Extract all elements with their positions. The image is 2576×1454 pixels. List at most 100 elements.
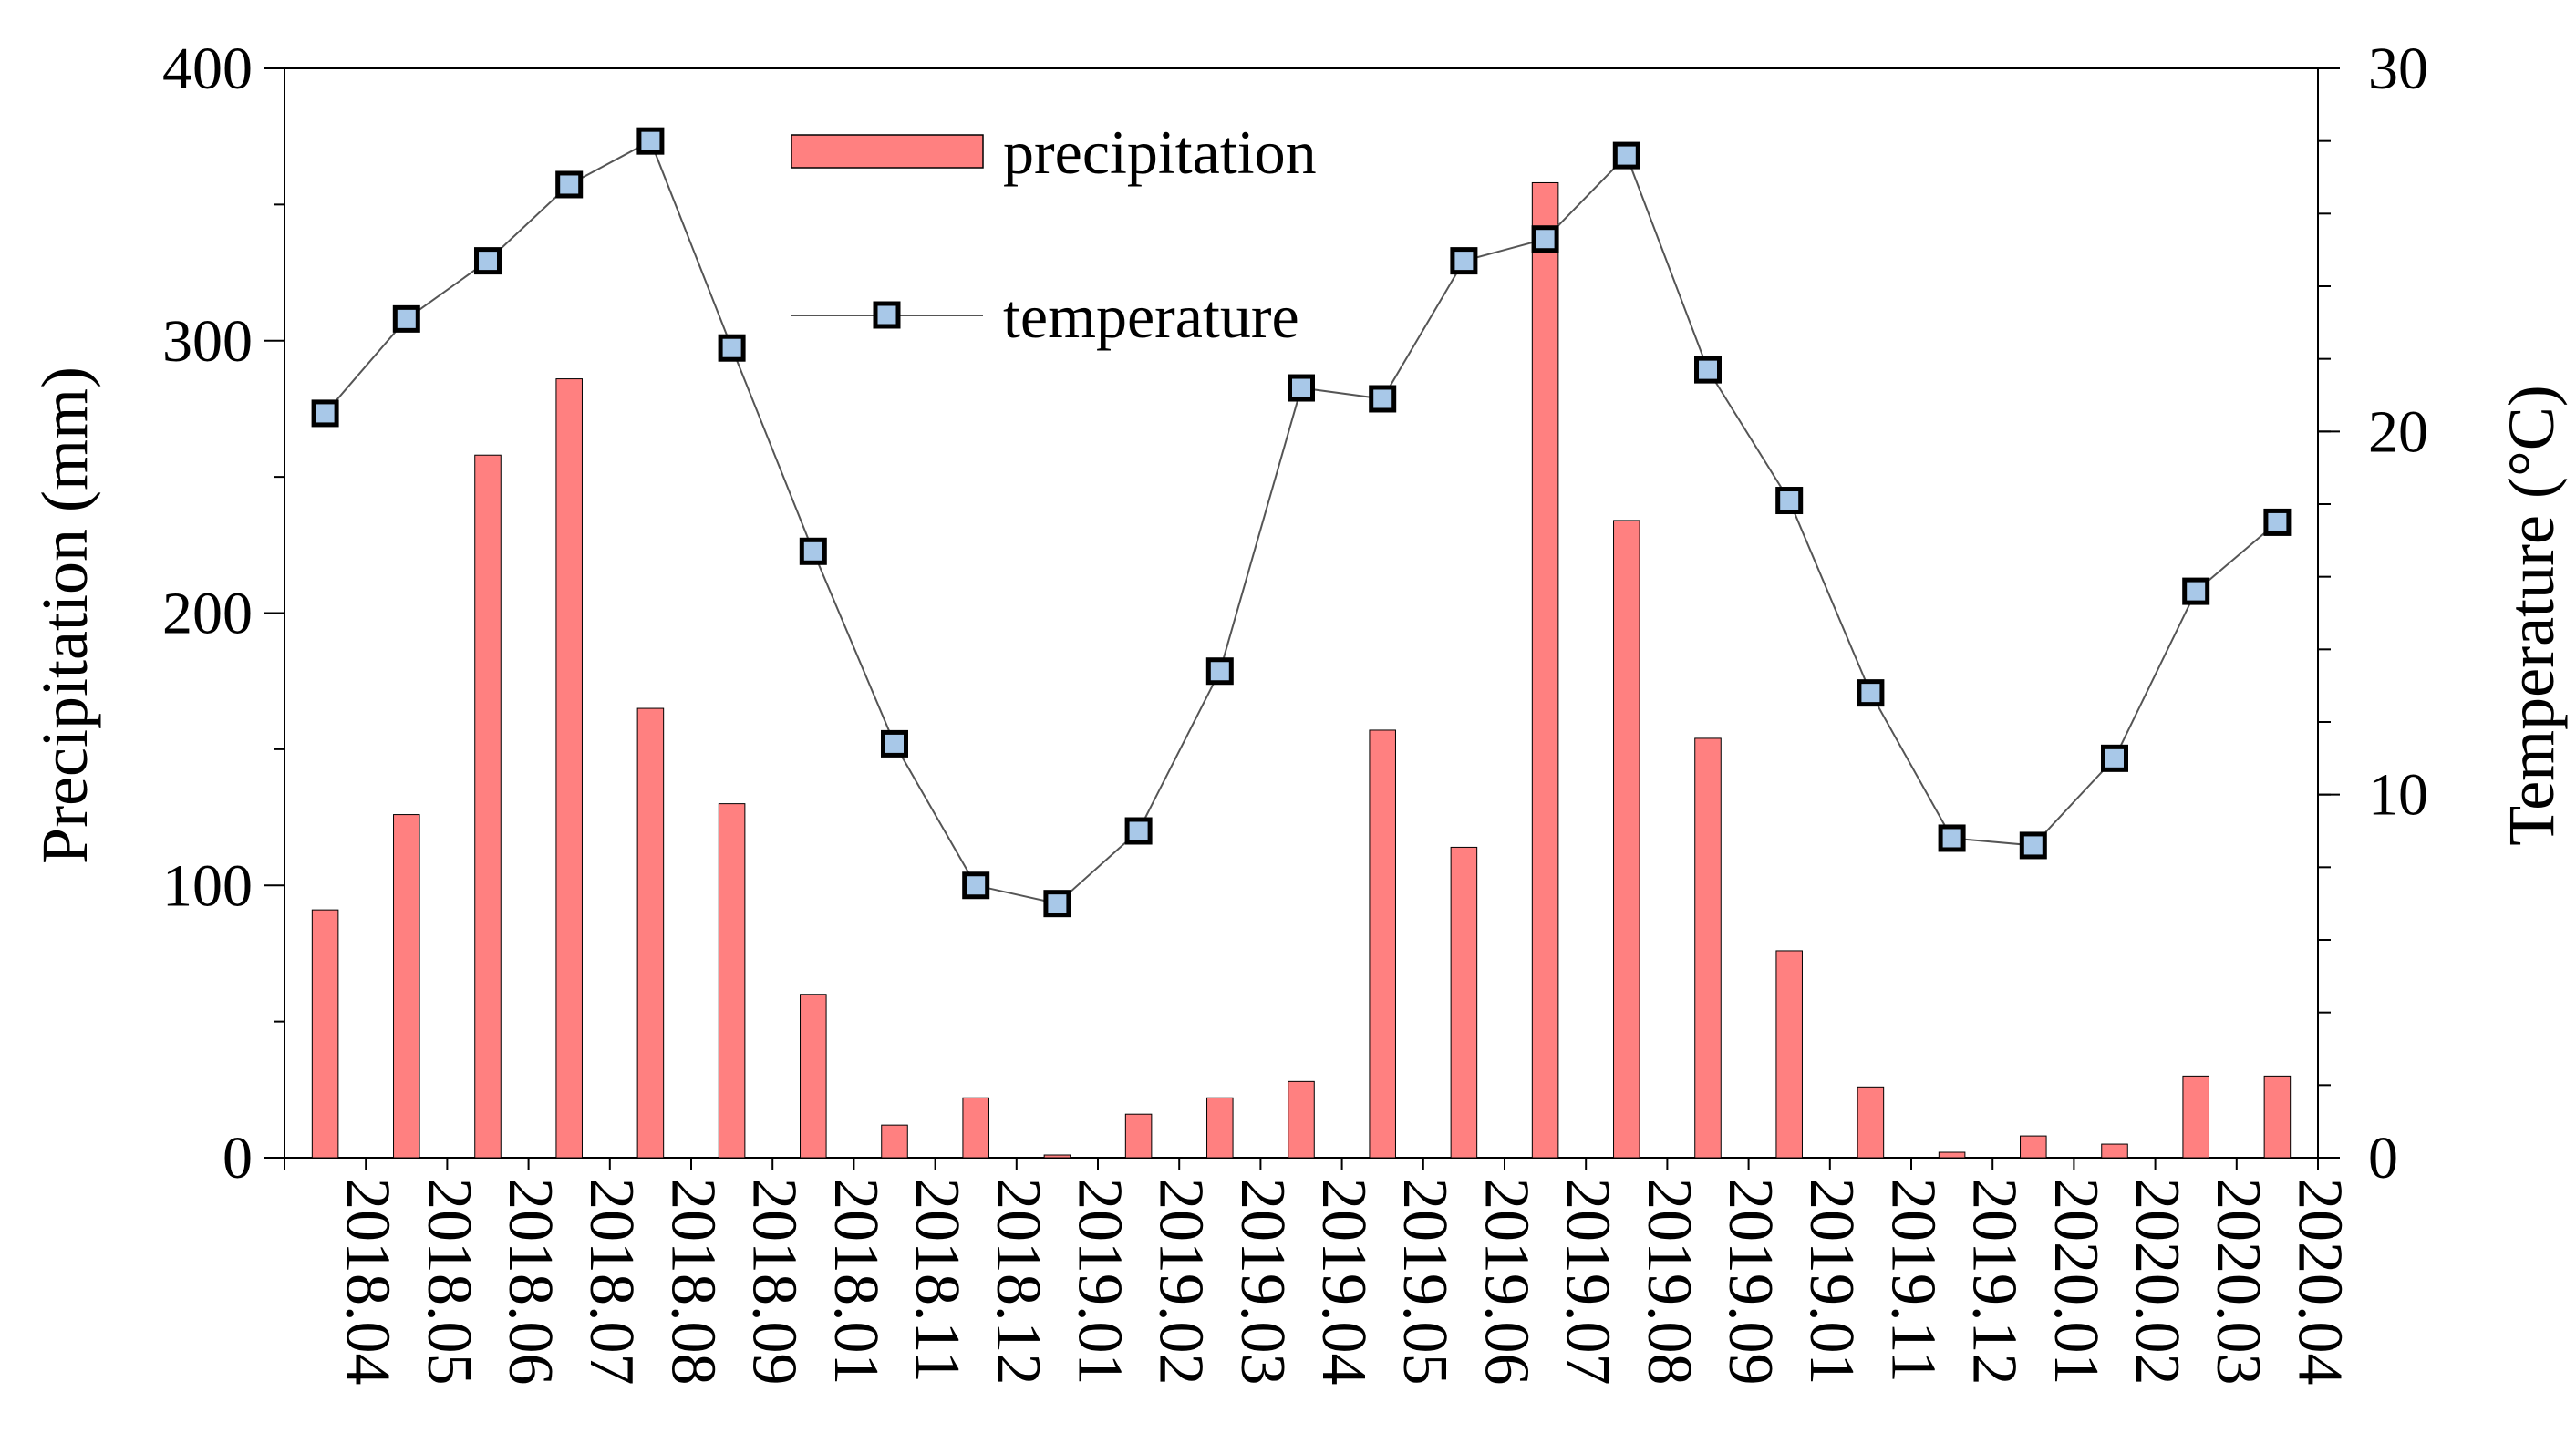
x-axis-tick-label: 2018.06	[495, 1178, 565, 1386]
temperature-marker	[2019, 831, 2047, 860]
precipitation-bar	[311, 909, 339, 1159]
precipitation-bar	[1613, 520, 1640, 1159]
x-axis-tick-label: 2019.04	[1309, 1178, 1379, 1386]
left-axis-tick-label: 100	[162, 852, 253, 919]
x-axis-tick-label: 2018.08	[657, 1178, 728, 1386]
x-axis-tick-label: 2020.03	[2203, 1178, 2273, 1386]
plot-area-border	[284, 67, 2319, 1159]
temperature-marker	[962, 871, 990, 900]
x-axis-tick-label: 2018.01	[821, 1178, 891, 1386]
right-axis-tick-label: 0	[2368, 1125, 2398, 1191]
plot-frame	[284, 67, 2319, 1159]
x-axis-tick-label: 2019.12	[1960, 1178, 2030, 1386]
x-axis-tick-label: 2019.07	[1553, 1178, 1623, 1386]
x-axis-tick-label: 2018.12	[983, 1178, 1053, 1386]
x-axis: 2018.04 2018.05 2018.06 2018.07 2018.08 2018.…	[284, 1158, 2354, 1386]
x-axis-tick-label: 2020.01	[2041, 1178, 2111, 1386]
left-axis-tick-label: 400	[162, 36, 253, 102]
precipitation-bar	[393, 814, 420, 1159]
temperature-marker	[1938, 824, 1966, 852]
temperature-marker	[1288, 374, 1315, 402]
x-axis-tick-label: 2019.08	[1634, 1178, 1704, 1386]
x-axis-tick-label: 2020.02	[2122, 1178, 2192, 1386]
right-axis: 0 10 20 30	[2318, 36, 2428, 1191]
right-axis-tick-label: 10	[2368, 762, 2428, 829]
temperature-marker	[1775, 487, 1804, 515]
x-axis-tick-label: 2020.04	[2284, 1178, 2354, 1386]
temperature-marker	[1612, 141, 1640, 170]
temperature-marker	[2263, 508, 2292, 536]
precipitation-bar	[800, 994, 827, 1159]
x-axis-tick-label: 2018.05	[414, 1178, 484, 1386]
x-axis-tick-label: 2018.09	[740, 1178, 810, 1386]
temperature-marker	[555, 170, 584, 199]
x-axis-tick-label: 2019.01	[1064, 1178, 1134, 1386]
legend-precipitation-swatch	[791, 134, 984, 169]
temperature-marker	[474, 247, 502, 275]
precipitation-bar	[1938, 1151, 1966, 1159]
temperature-marker	[799, 537, 827, 565]
x-axis-tick-label: 2019.02	[1146, 1178, 1216, 1386]
left-axis-title: Precipitation (mm)	[28, 366, 101, 864]
precipitation-bar	[2182, 1075, 2209, 1159]
temperature-marker	[881, 729, 908, 758]
precipitation-bar	[1857, 1086, 1885, 1159]
temperature-marker	[2182, 577, 2210, 605]
legend-temperature-marker	[873, 301, 901, 329]
temperature-marker	[392, 304, 420, 333]
precipitation-bar	[1288, 1080, 1315, 1159]
legend-temperature-label: temperature	[1003, 282, 1299, 351]
x-axis-tick-label: 2018.11	[902, 1178, 972, 1383]
right-axis-tick-label: 20	[2368, 398, 2428, 465]
temperature-marker	[1857, 679, 1885, 707]
temperature-marker	[636, 127, 665, 155]
precipitation-bar	[474, 454, 502, 1159]
precipitation-bar	[2101, 1143, 2128, 1159]
precipitation-bar	[636, 707, 665, 1159]
x-axis-tick-label: 2019.06	[1471, 1178, 1541, 1386]
right-axis-tick-label: 30	[2368, 36, 2428, 102]
x-axis-tick-label: 2018.07	[576, 1178, 647, 1386]
x-axis-tick-label: 2019.01	[1796, 1178, 1867, 1386]
precipitation-bar	[881, 1124, 908, 1159]
precipitation-bar	[1369, 729, 1396, 1159]
temperature-marker	[1369, 385, 1397, 413]
precipitation-bar	[1531, 181, 1559, 1159]
temperature-marker	[1205, 657, 1234, 686]
left-axis: 0 100 200 300 400	[162, 36, 284, 1191]
left-axis-tick-label: 0	[222, 1125, 253, 1191]
precipitation-bars	[311, 181, 2292, 1159]
precipitation-bar	[962, 1097, 989, 1159]
temperature-marker	[2101, 744, 2128, 772]
temperature-marker	[1531, 225, 1559, 253]
precipitation-bar	[1124, 1113, 1153, 1159]
precipitation-bar	[1694, 737, 1722, 1159]
precipitation-bar	[2020, 1135, 2047, 1159]
left-axis-tick-label: 200	[162, 581, 253, 647]
temperature-marker	[718, 334, 746, 362]
right-axis-title: Temperature (°C)	[2495, 385, 2568, 846]
temperature-marker	[1124, 817, 1153, 845]
left-axis-tick-label: 300	[162, 308, 253, 375]
x-axis-tick-label: 2019.11	[1878, 1178, 1948, 1383]
temperature-marker	[1450, 247, 1478, 275]
x-axis-tick-label: 2019.09	[1715, 1178, 1785, 1386]
precipitation-bar	[718, 803, 746, 1159]
temperature-marker	[1694, 356, 1722, 384]
legend: precipitation temperature	[791, 118, 1317, 351]
temperature-line	[324, 139, 2279, 905]
precipitation-bar	[2263, 1075, 2292, 1159]
x-axis-tick-label: 2018.04	[333, 1178, 403, 1386]
precipitation-bar	[555, 378, 583, 1159]
legend-precipitation-label: precipitation	[1003, 118, 1317, 187]
x-axis-tick-label: 2019.05	[1390, 1178, 1460, 1386]
temperature-marker	[1043, 890, 1071, 918]
precipitation-bar	[1775, 950, 1803, 1159]
precipitation-bar	[1450, 846, 1478, 1159]
temperature-line-layer	[311, 127, 2292, 918]
precipitation-bar	[1206, 1097, 1234, 1159]
temperature-marker	[311, 399, 339, 428]
precipitation-bar	[1043, 1154, 1071, 1159]
x-axis-tick-label: 2019.03	[1227, 1178, 1298, 1386]
